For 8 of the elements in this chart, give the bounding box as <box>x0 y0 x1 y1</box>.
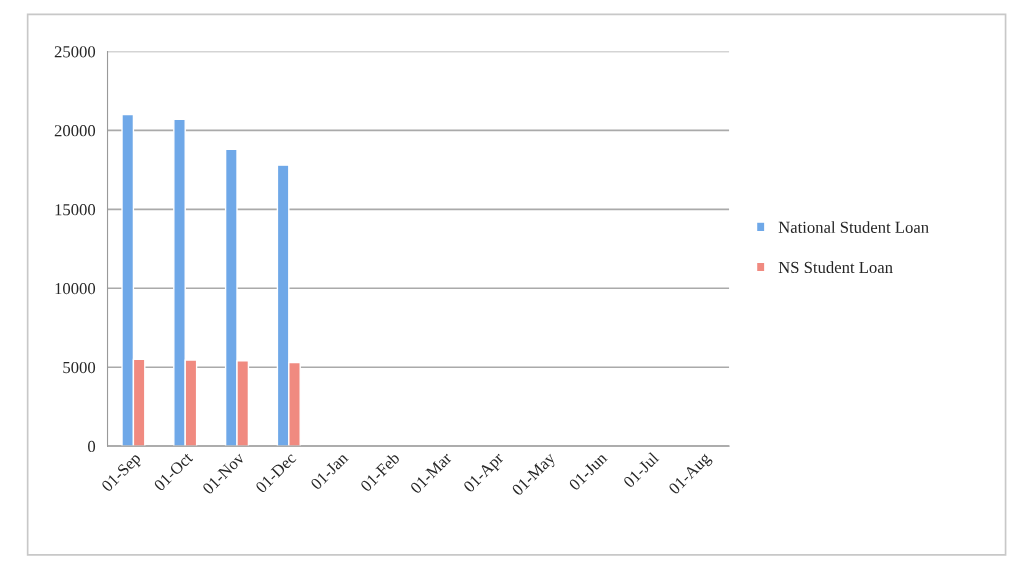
y-tick-label: 20000 <box>54 125 96 137</box>
y-tick-label: 25000 <box>54 46 96 58</box>
y-tick-label: 15000 <box>55 204 96 216</box>
y-tick-label: 0 <box>88 440 96 453</box>
legend-label: NS Student Loan <box>778 261 893 274</box>
legend-label: National Student Loan <box>778 221 929 233</box>
y-tick-label: 10000 <box>55 282 96 295</box>
y-tick-label: 5000 <box>63 361 96 374</box>
